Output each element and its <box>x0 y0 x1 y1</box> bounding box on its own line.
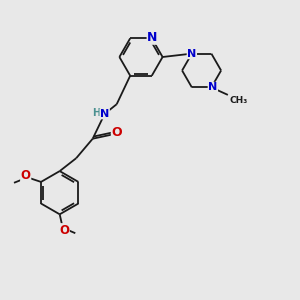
Text: O: O <box>21 169 31 182</box>
Text: O: O <box>111 126 122 139</box>
Text: N: N <box>100 109 109 119</box>
Text: H: H <box>92 108 100 118</box>
Text: N: N <box>147 31 158 44</box>
Text: N: N <box>208 82 218 92</box>
Text: CH₃: CH₃ <box>230 96 247 105</box>
Text: O: O <box>59 224 69 237</box>
Text: N: N <box>187 49 196 58</box>
